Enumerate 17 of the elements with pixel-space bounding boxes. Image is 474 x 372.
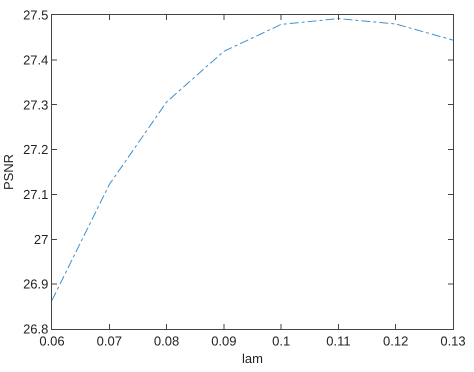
y-tick-label: 27.4 [23, 52, 48, 68]
y-tick-label: 26.9 [23, 276, 48, 292]
y-axis-title: PSNR [1, 154, 16, 190]
y-tick-label: 27.5 [23, 8, 48, 23]
y-tick-label: 27 [34, 232, 48, 247]
y-tick-label: 27.3 [23, 97, 48, 112]
line-series [52, 18, 453, 301]
y-tick-label: 27.1 [23, 186, 48, 202]
x-tick-label: 0.13 [440, 334, 466, 349]
x-tick-label: 0.08 [154, 334, 180, 349]
x-tick-label: 0.07 [96, 334, 122, 349]
y-tick-label: 27.2 [23, 142, 48, 158]
x-tick-label: 0.12 [383, 334, 408, 349]
x-axis-title: lam [242, 351, 263, 366]
x-tick-label: 0.09 [211, 334, 237, 349]
x-tick-label: 0.1 [272, 334, 290, 349]
x-tick-label: 0.11 [326, 334, 351, 349]
